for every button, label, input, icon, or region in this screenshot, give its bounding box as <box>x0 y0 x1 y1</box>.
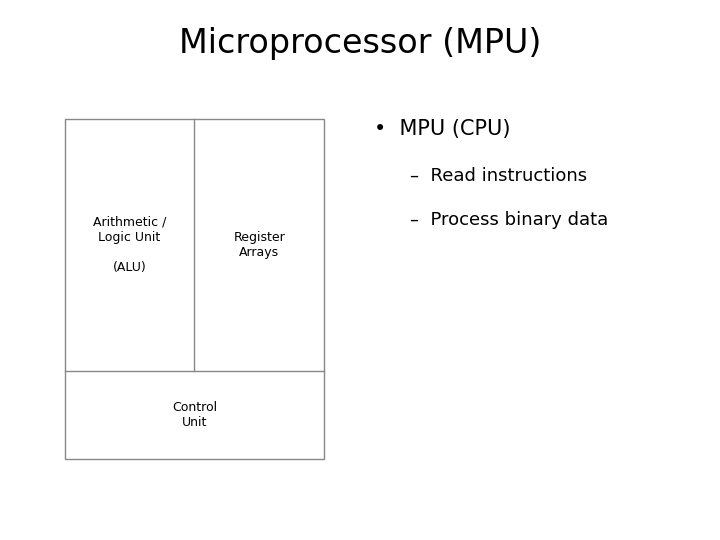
Text: –  Read instructions: – Read instructions <box>410 167 588 185</box>
Text: Microprocessor (MPU): Microprocessor (MPU) <box>179 27 541 60</box>
Text: Register
Arrays: Register Arrays <box>233 231 285 259</box>
Text: –  Process binary data: – Process binary data <box>410 211 608 228</box>
Text: Arithmetic /
Logic Unit

(ALU): Arithmetic / Logic Unit (ALU) <box>93 215 166 274</box>
Text: Control
Unit: Control Unit <box>172 401 217 429</box>
Text: •  MPU (CPU): • MPU (CPU) <box>374 119 511 139</box>
